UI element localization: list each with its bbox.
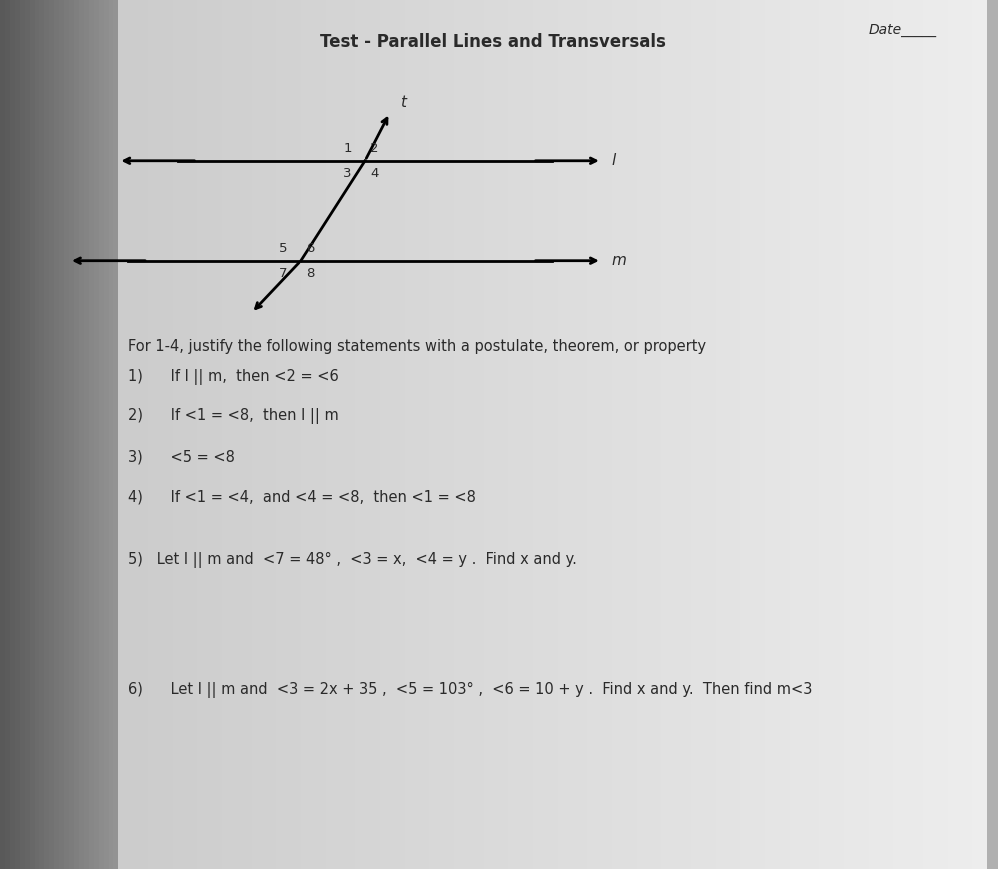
Text: For 1-4, justify the following statements with a postulate, theorem, or property: For 1-4, justify the following statement… xyxy=(129,339,707,354)
Text: 4: 4 xyxy=(370,167,378,180)
Text: 2)      If <1 = <8,  then l || m: 2) If <1 = <8, then l || m xyxy=(129,408,339,424)
Text: t: t xyxy=(399,96,405,110)
Text: 3)      <5 = <8: 3) <5 = <8 xyxy=(129,449,236,464)
Text: Test - Parallel Lines and Transversals: Test - Parallel Lines and Transversals xyxy=(320,33,667,51)
Text: 5: 5 xyxy=(279,242,287,255)
Text: Date_____: Date_____ xyxy=(868,23,936,37)
Text: 6: 6 xyxy=(306,242,314,255)
Text: 1: 1 xyxy=(343,142,351,155)
Text: 5)   Let l || m and  <7 = 48° ,  <3 = x,  <4 = y .  Find x and y.: 5) Let l || m and <7 = 48° , <3 = x, <4 … xyxy=(129,552,577,567)
Text: 2: 2 xyxy=(370,142,378,155)
Text: m: m xyxy=(612,253,627,269)
Text: 7: 7 xyxy=(279,267,287,280)
Text: 8: 8 xyxy=(306,267,314,280)
Text: l: l xyxy=(612,153,616,169)
Text: 1)      If l || m,  then <2 = <6: 1) If l || m, then <2 = <6 xyxy=(129,369,339,385)
Text: 4)      If <1 = <4,  and <4 = <8,  then <1 = <8: 4) If <1 = <4, and <4 = <8, then <1 = <8 xyxy=(129,489,476,504)
Text: 3: 3 xyxy=(343,167,351,180)
Text: 6)      Let l || m and  <3 = 2x + 35 ,  <5 = 103° ,  <6 = 10 + y .  Find x and y: 6) Let l || m and <3 = 2x + 35 , <5 = 10… xyxy=(129,682,812,698)
